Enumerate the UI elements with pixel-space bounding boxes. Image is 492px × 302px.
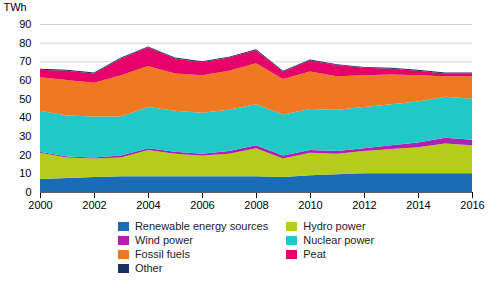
svg-text:20: 20 <box>19 149 31 161</box>
svg-text:2010: 2010 <box>298 199 322 211</box>
svg-text:2006: 2006 <box>190 199 214 211</box>
svg-text:40: 40 <box>19 111 31 123</box>
svg-text:60: 60 <box>19 74 31 86</box>
svg-text:2016: 2016 <box>460 199 484 211</box>
svg-text:2008: 2008 <box>244 199 268 211</box>
svg-text:90: 90 <box>19 18 31 30</box>
html-text:Wind power: Wind power <box>134 234 193 246</box>
svg-text:TWh: TWh <box>4 1 27 13</box>
svg-text:2012: 2012 <box>352 199 376 211</box>
svg-text:70: 70 <box>19 55 31 67</box>
html-text:Renewable energy sources: Renewable energy sources <box>134 220 269 232</box>
svg-text:50: 50 <box>19 93 31 105</box>
html-text:Nuclear power: Nuclear power <box>303 234 375 246</box>
svg-text:80: 80 <box>19 37 31 49</box>
svg-text:2000: 2000 <box>28 199 52 211</box>
svg-text:0: 0 <box>25 186 31 198</box>
html-text:Hydro power: Hydro power <box>303 220 366 232</box>
html-text:Other: Other <box>134 262 163 274</box>
svg-text:30: 30 <box>19 130 31 142</box>
html-text:Fossil fuels: Fossil fuels <box>134 248 190 260</box>
svg-text:10: 10 <box>19 167 31 179</box>
svg-text:2014: 2014 <box>406 199 430 211</box>
svg-text:2002: 2002 <box>82 199 106 211</box>
html-text:Peat: Peat <box>303 248 326 260</box>
svg-text:2004: 2004 <box>136 199 160 211</box>
